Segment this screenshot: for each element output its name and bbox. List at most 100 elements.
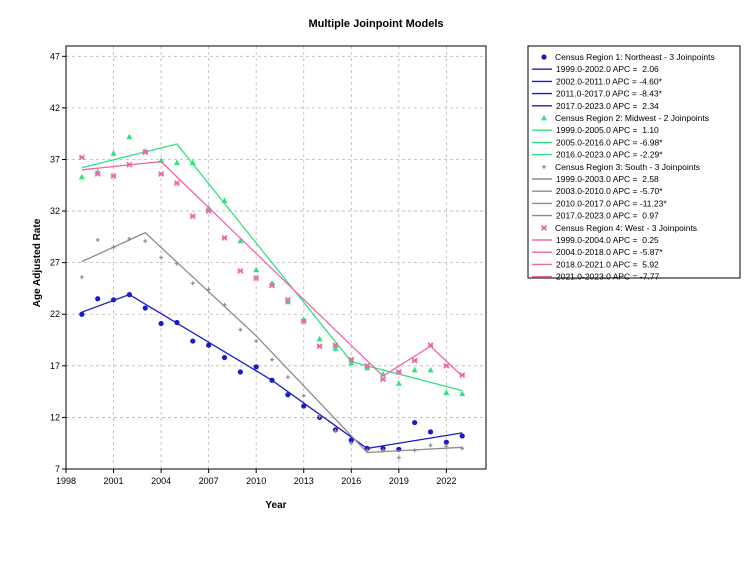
legend-segment-label: 2018.0-2021.0 APC = 5.92 (556, 259, 659, 269)
series-4 (78, 149, 466, 383)
data-point (395, 380, 402, 386)
data-point (459, 372, 466, 379)
legend-segment-label: 2002.0-2011.0 APC = -4.60* (556, 76, 663, 86)
data-point (285, 392, 291, 398)
data-point (348, 359, 355, 366)
data-point (126, 161, 133, 168)
legend-marker-series-4 (541, 224, 547, 231)
data-point (159, 255, 164, 260)
series-2 (78, 133, 466, 397)
data-point (285, 375, 290, 380)
data-point (190, 338, 196, 344)
x-tick-label: 2016 (341, 476, 361, 486)
legend-marker-series-3 (542, 164, 546, 169)
y-axis-label: Age Adjusted Rate (32, 218, 43, 307)
data-point (158, 170, 165, 177)
data-point (221, 234, 228, 241)
data-point (301, 403, 307, 409)
x-tick-label: 2010 (246, 476, 266, 486)
x-tick-label: 2004 (151, 476, 171, 486)
data-point (412, 419, 418, 426)
data-point (206, 287, 211, 292)
legend-segment-label: 1999.0-2004.0 APC = 0.25 (556, 235, 659, 245)
data-point (143, 238, 148, 243)
legend-series-name: Census Region 2: Midwest - 2 Joinpoints (555, 113, 709, 123)
data-point (142, 149, 149, 156)
data-point (253, 364, 259, 370)
data-point (237, 237, 244, 244)
data-point (158, 320, 164, 327)
legend-segment-label: 1999.0-2002.0 APC = 2.06 (556, 64, 659, 74)
data-point (364, 445, 370, 451)
data-point (126, 292, 132, 298)
data-point (95, 237, 100, 242)
data-point (380, 448, 385, 453)
data-point (460, 446, 465, 451)
grid-layer (66, 46, 486, 469)
x-axis: 1998 2001 2004 2007 2010 2013 2016 2019 2022 (56, 469, 456, 486)
data-point (411, 366, 418, 373)
data-point (110, 150, 117, 156)
data-point (174, 319, 180, 326)
data-point (78, 154, 85, 161)
x-tick-label: 2013 (294, 476, 314, 486)
legend-segment-label: 2017.0-2023.0 APC = 0.97 (556, 211, 659, 221)
data-point (300, 318, 307, 325)
data-point (79, 311, 85, 317)
data-point (205, 208, 212, 215)
y-axis: 7 12 17 22 27 32 37 42 47 (50, 51, 66, 474)
fitted-line-series-2 (81, 143, 463, 392)
x-tick-label: 2022 (436, 476, 456, 486)
data-point (142, 305, 148, 311)
data-point (237, 369, 243, 375)
legend-series-name: Census Region 1: Northeast - 3 Joinpoint… (555, 52, 715, 62)
fitted-line-series-3 (81, 231, 463, 454)
data-point (221, 197, 228, 204)
data-point (348, 356, 355, 363)
data-point (190, 281, 195, 286)
data-point (443, 439, 449, 445)
x-tick-label: 2019 (389, 476, 409, 486)
y-tick-label: 27 (50, 258, 60, 268)
data-point (427, 366, 434, 373)
data-point (444, 444, 449, 449)
data-point (395, 369, 402, 375)
data-point (222, 302, 227, 307)
data-point (110, 297, 117, 303)
data-point (237, 267, 244, 274)
legend-marker-series-1 (541, 54, 547, 60)
y-tick-label: 42 (50, 103, 60, 113)
legend-segment-label: 2003.0-2010.0 APC = -5.70* (556, 186, 663, 196)
data-point (111, 245, 116, 250)
data-point (348, 437, 354, 443)
data-point (364, 362, 371, 369)
x-tick-label: 2001 (104, 476, 124, 486)
data-point (332, 342, 339, 349)
data-point (284, 298, 291, 305)
data-point (443, 389, 450, 396)
data-point (459, 390, 466, 397)
data-point (269, 377, 275, 383)
data-point (221, 354, 228, 361)
x-tick-label: 2007 (199, 476, 219, 486)
data-point (411, 357, 418, 364)
y-tick-label: 17 (50, 361, 60, 371)
data-point (238, 327, 243, 332)
legend-segment-label: 2005.0-2016.0 APC = -6.98* (556, 137, 663, 147)
fitted-line-series-1 (81, 293, 463, 450)
data-point (253, 275, 260, 282)
data-point (206, 342, 212, 348)
fitted-line-series-4 (81, 160, 463, 377)
chart-title: Multiple Joinpoint Models (308, 18, 443, 30)
data-point (301, 393, 306, 398)
data-point (459, 433, 465, 439)
y-tick-label: 37 (50, 154, 60, 164)
data-point (270, 357, 275, 362)
data-point (174, 261, 179, 266)
data-point (380, 376, 386, 383)
data-point (189, 159, 196, 165)
data-point (443, 362, 450, 369)
data-point (364, 364, 371, 371)
series-layer (78, 133, 466, 460)
y-tick-label: 7 (55, 464, 60, 474)
